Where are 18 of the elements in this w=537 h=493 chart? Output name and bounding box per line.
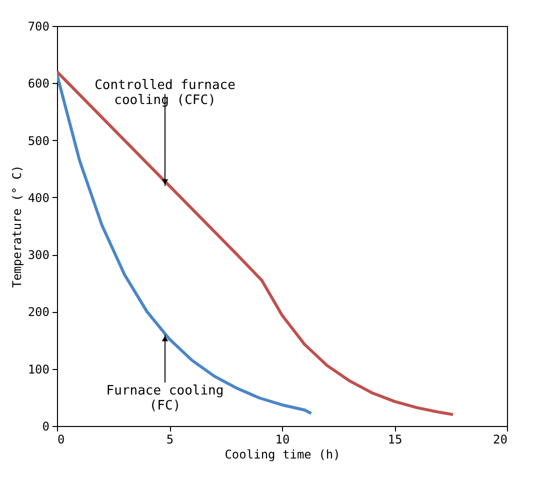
- y-axis-title: Temperature (° C): [10, 165, 24, 288]
- y-tick-label: 0: [42, 420, 50, 434]
- y-tick-label: 100: [28, 362, 50, 376]
- x-tick-label: 0: [58, 432, 65, 446]
- y-tick-label: 600: [28, 76, 50, 91]
- y-tick-label: 200: [28, 305, 50, 320]
- y-tick-label: 500: [28, 134, 50, 148]
- x-axis-title: Cooling time (h): [224, 448, 340, 462]
- x-tick-label: 15: [388, 432, 402, 446]
- annotation: Furnace cooling (FC): [106, 384, 224, 414]
- y-tick-label: 700: [28, 20, 50, 34]
- x-tick-label: 10: [275, 432, 290, 446]
- line-series: [57, 70, 454, 416]
- x-tick-label: 20: [493, 432, 508, 446]
- y-tick-label: 400: [28, 190, 50, 205]
- x-tick-label: 5: [166, 432, 174, 446]
- y-tick-label: 300: [28, 248, 50, 262]
- line-series: [57, 73, 313, 415]
